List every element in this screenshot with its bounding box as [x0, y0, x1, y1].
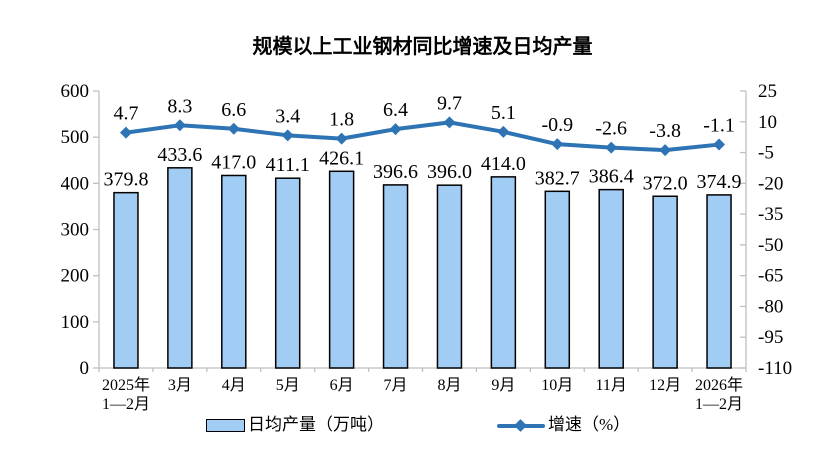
bar-value-label: 426.1	[319, 147, 364, 169]
legend-line-label: 增速（%）	[548, 415, 631, 434]
bar	[328, 170, 355, 369]
x-axis-category-label: 12月	[649, 377, 681, 394]
bar	[167, 167, 193, 369]
bar-value-label: 374.9	[697, 171, 742, 193]
line-value-label: 6.6	[221, 99, 246, 121]
x-axis-category-label: 6月	[330, 377, 354, 394]
line-value-label: 6.4	[383, 99, 408, 121]
line-value-label: -2.6	[595, 118, 627, 140]
legend-bar-swatch	[206, 418, 245, 432]
line-marker	[443, 116, 456, 129]
bar-value-label: 396.6	[373, 161, 418, 183]
y-axis-right-tick-label: -110	[758, 358, 792, 379]
line-value-label: -3.8	[649, 120, 681, 142]
line-value-label: 9.7	[437, 92, 462, 114]
line-marker	[227, 122, 240, 135]
y-axis-left-tick-label: 200	[61, 266, 90, 287]
line-marker	[551, 138, 564, 151]
legend-line-marker-icon	[514, 418, 527, 432]
bar	[113, 191, 139, 369]
y-axis-right-tick-label: -5	[758, 143, 774, 164]
bar	[382, 184, 409, 369]
line-marker	[497, 125, 510, 138]
bar	[706, 194, 732, 369]
legend-item-line: 增速（%）	[497, 415, 631, 434]
bar-value-label: 396.0	[427, 161, 472, 183]
line-value-label: 3.4	[275, 105, 300, 127]
bar	[598, 188, 624, 369]
bar	[652, 195, 678, 369]
bar	[221, 174, 247, 369]
bar-value-label: 414.0	[481, 153, 526, 175]
bar-value-label: 417.0	[211, 151, 256, 173]
line-value-label: -1.1	[703, 115, 735, 137]
bar	[274, 177, 301, 369]
y-axis-right-tick-label: 10	[758, 112, 777, 133]
y-axis-right-tick-label: -50	[758, 235, 783, 256]
line-marker	[389, 123, 402, 136]
y-axis-left-tick-label: 600	[61, 81, 90, 102]
x-axis-category-label: 11月	[595, 377, 626, 394]
line-marker	[335, 132, 348, 145]
line-value-label: 8.3	[167, 95, 192, 117]
x-axis-category-label: 3月	[168, 377, 192, 394]
y-axis-right-tick-label: -80	[758, 296, 783, 317]
line-marker	[173, 119, 186, 132]
y-axis-left-tick-label: 0	[80, 358, 90, 379]
y-axis-right-tick-label: -95	[758, 327, 783, 348]
x-axis-category-label: 8月	[437, 377, 461, 394]
x-axis-category-label: 4月	[222, 377, 246, 394]
x-axis-category-label: 2025年 1—2月	[102, 376, 150, 413]
y-axis-left-tick-label: 300	[61, 220, 90, 241]
x-axis-category-label: 10月	[541, 377, 573, 394]
line-marker	[605, 141, 618, 154]
line-value-label: 4.7	[113, 103, 138, 125]
line-marker	[119, 126, 132, 139]
legend-bar-label: 日均产量（万吨）	[248, 415, 384, 434]
x-axis-category-label: 9月	[491, 377, 515, 394]
line-value-label: 1.8	[329, 109, 354, 131]
y-axis-right-tick-label: 25	[758, 81, 777, 102]
y-axis-right-tick-label: -65	[758, 266, 783, 287]
y-axis-right-tick-label: -20	[758, 173, 783, 194]
bar-value-label: 382.7	[535, 167, 580, 189]
bar-value-label: 411.1	[266, 154, 310, 176]
bar-value-label: 372.0	[643, 172, 688, 194]
bar	[544, 190, 571, 369]
x-axis-category-label: 7月	[384, 377, 408, 394]
bar-value-label: 433.6	[157, 144, 202, 166]
y-axis-left-tick-label: 400	[61, 173, 90, 194]
x-axis-category-label: 5月	[276, 377, 300, 394]
legend-line-swatch	[497, 418, 545, 432]
chart-title: 规模以上工业钢材同比增速及日均产量	[252, 36, 593, 58]
line-marker	[659, 144, 672, 157]
line-value-label: -0.9	[541, 114, 573, 136]
bar-value-label: 379.8	[103, 169, 148, 191]
line-series	[123, 120, 722, 153]
line-marker	[281, 129, 294, 142]
bar	[436, 184, 463, 369]
bar	[490, 176, 517, 369]
x-axis-category-label: 2026年 1—2月	[695, 376, 743, 413]
legend-item-bars: 日均产量（万吨）	[206, 415, 384, 434]
y-axis-left-tick-label: 500	[61, 127, 90, 148]
line-marker	[713, 138, 726, 151]
y-axis-left-tick-label: 100	[61, 312, 90, 333]
line-value-label: 5.1	[491, 102, 516, 124]
bar-value-label: 386.4	[589, 166, 634, 188]
y-axis-right-tick-label: -35	[758, 204, 783, 225]
